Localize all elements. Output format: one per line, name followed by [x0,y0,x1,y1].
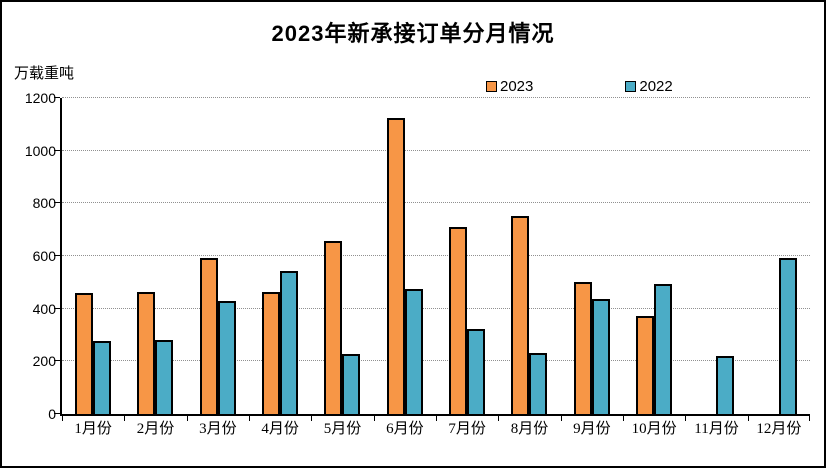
y-axis-tick [54,97,60,98]
x-axis-tick [249,416,250,421]
gridline-1000 [62,149,810,151]
y-tick-label-800: 800 [32,195,56,212]
bar-group-1月份 [62,98,124,414]
x-tick-label-8月份: 8月份 [510,421,549,437]
y-tick-label-600: 600 [32,248,56,264]
x-axis-tick [747,416,749,421]
x-axis-line [60,414,810,416]
y-axis-tick [54,413,60,414]
y-axis-line [60,98,62,416]
bar-group-12月份 [748,98,810,414]
bar-2022-4月份 [280,271,299,414]
bar-2023-7月份 [449,227,468,414]
bar-2023-4月份 [262,292,281,414]
bar-2022-9月份 [591,299,610,414]
y-axis-tick [54,149,60,151]
gridline-1200 [62,97,810,98]
x-tick-label-6月份: 6月份 [386,421,424,437]
x-tick-label-7月份: 7月份 [448,421,486,437]
bar-2023-5月份 [324,241,343,414]
x-axis-tick [623,416,624,421]
bar-2022-6月份 [404,289,423,414]
bar-2023-2月份 [137,292,156,414]
bar-2023-8月份 [511,216,530,414]
x-tick-label-5月份: 5月份 [323,421,362,437]
plot-area [54,97,810,421]
x-axis-tick [186,416,188,421]
y-tick-label-1000: 1000 [24,142,56,159]
bar-2022-5月份 [342,354,361,414]
y-tick-label-1200: 1200 [24,90,56,106]
bar-group-6月份 [374,98,436,414]
bar-2022-3月份 [217,301,236,414]
bar-2023-9月份 [573,282,592,414]
x-axis-tick [498,416,500,421]
x-axis-tick [373,416,375,421]
gridline-600 [62,255,810,256]
x-axis-tick [685,416,687,421]
legend-item-2023: 2023 [486,78,533,95]
x-tick-label-3月份: 3月份 [199,421,237,437]
bar-group-10月份 [623,98,685,414]
x-tick-label-1月份: 1月份 [74,421,112,437]
bar-group-2月份 [124,98,186,414]
bar-2023-3月份 [199,258,218,414]
legend: 2023 2022 [486,78,673,95]
bar-group-8月份 [498,98,560,414]
x-axis-tick [560,416,562,421]
bar-group-4月份 [249,98,311,414]
legend-item-2022: 2022 [625,78,673,95]
x-axis-tick [311,416,313,421]
y-axis-tick [54,202,60,204]
x-axis-tick [809,416,810,421]
y-tick-label-200: 200 [32,353,56,370]
x-tick-label-2月份: 2月份 [136,421,175,437]
legend-label-2023: 2023 [500,78,534,95]
y-axis-tick [54,307,60,309]
y-axis-unit-label: 万载重吨 [14,65,75,82]
x-tick-label-9月份: 9月份 [573,421,611,437]
x-axis-tick [436,416,437,421]
bar-group-3月份 [187,98,249,414]
legend-swatch-2023-icon [486,81,497,92]
gridline-400 [62,307,810,309]
bar-2023-1月份 [75,293,94,414]
bar-2022-10月份 [654,284,673,414]
bar-2023-6月份 [386,118,405,414]
chart-title: 2023年新承接订单分月情况 [271,21,555,46]
bar-2022-12月份 [778,258,797,414]
x-tick-label-12月份: 12月份 [756,421,802,437]
legend-swatch-2022-icon [625,81,637,92]
y-tick-label-0: 0 [48,406,56,422]
x-axis-tick [62,416,63,421]
y-tick-label-400: 400 [32,300,56,317]
gridline-800 [62,202,810,204]
x-axis-tick [124,416,126,421]
bar-2022-1月份 [93,341,112,414]
bar-group-9月份 [561,98,623,414]
x-tick-label-11月份: 11月份 [694,421,739,437]
bar-group-11月份 [685,98,747,414]
bar-group-5月份 [311,98,373,414]
legend-label-2022: 2022 [639,78,673,95]
bar-2022-11月份 [716,356,735,414]
bar-2022-7月份 [467,329,486,414]
x-tick-label-10月份: 10月份 [631,421,677,437]
bar-2023-10月份 [636,316,655,414]
bar-2022-8月份 [529,353,548,414]
y-axis-tick [54,255,60,256]
bar-group-7月份 [436,98,498,414]
y-axis-tick [54,360,60,362]
gridline-200 [62,360,810,362]
bar-2022-2月份 [155,340,174,414]
x-tick-label-4月份: 4月份 [261,421,299,437]
